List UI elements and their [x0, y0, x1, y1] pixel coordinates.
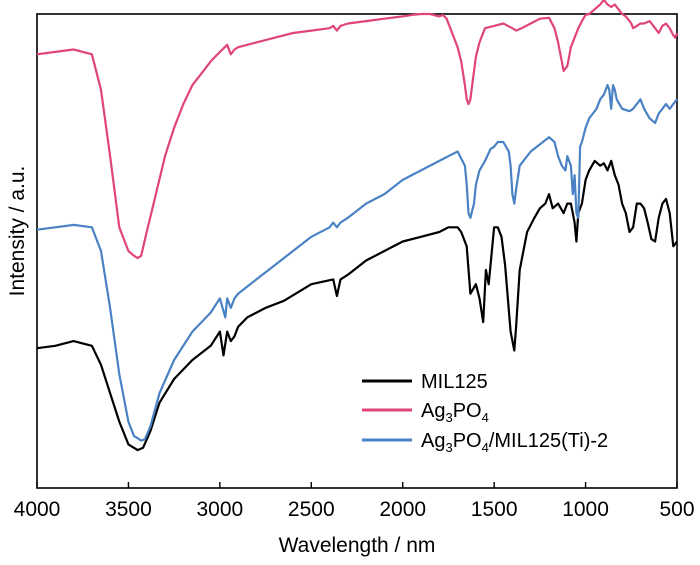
- x-tick-label: 3500: [105, 498, 152, 521]
- x-axis-title: Wavelength / nm: [279, 534, 436, 557]
- x-axis-tick-labels: 4000 3500 3000 2500 2000 1500 1000 500: [14, 498, 695, 521]
- legend-label-1: Ag3PO4: [421, 400, 489, 425]
- series-line-2: [36, 84, 678, 442]
- x-axis-ticks: [36, 482, 678, 488]
- series-line-0: [36, 159, 678, 452]
- x-tick-label: 3000: [196, 498, 243, 521]
- legend-label-2: Ag3PO4/MIL125(Ti)-2: [421, 430, 608, 455]
- series-line-1: [36, 0, 679, 260]
- x-tick-label: 500: [659, 498, 694, 521]
- y-axis-title: Intensity / a.u.: [6, 166, 29, 297]
- series-lines: [36, 0, 679, 452]
- x-tick-label: 2000: [379, 498, 426, 521]
- x-tick-label: 1500: [471, 498, 518, 521]
- x-tick-label: 1000: [562, 498, 609, 521]
- plot-frame: [36, 13, 678, 489]
- legend-label-0: MIL125: [421, 371, 488, 393]
- legend: MIL125 Ag3PO4 Ag3PO4/MIL125(Ti)-2: [362, 371, 608, 455]
- x-tick-label: 4000: [14, 498, 61, 521]
- x-tick-label: 2500: [288, 498, 335, 521]
